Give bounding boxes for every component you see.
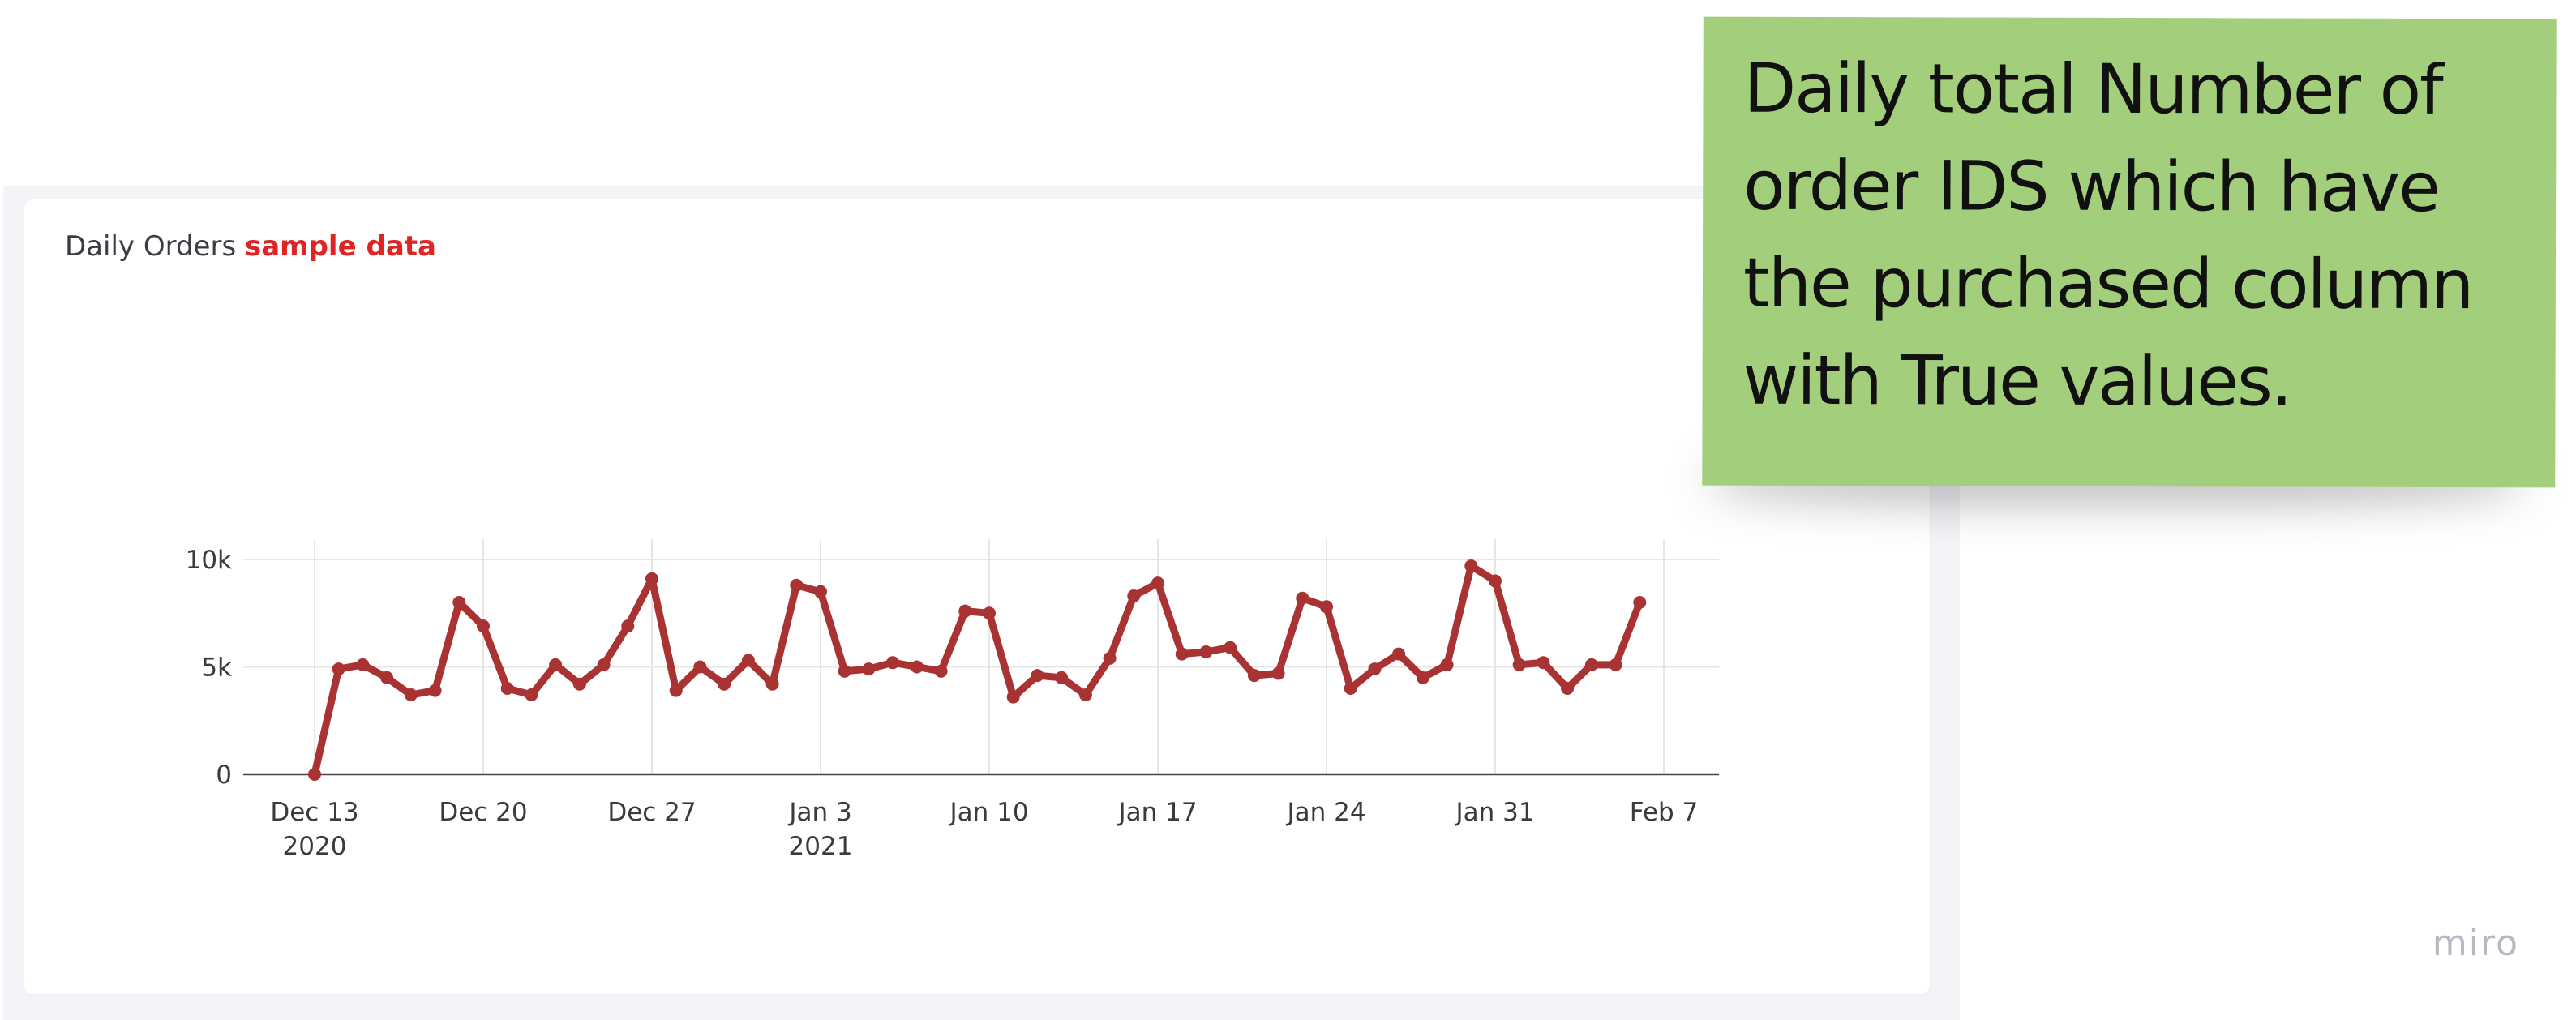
data-point [718, 677, 731, 691]
data-point [500, 682, 514, 695]
chart-card [24, 199, 1930, 994]
sticky-note[interactable]: Daily total Number of order IDS which ha… [1702, 16, 2557, 488]
data-point [1368, 662, 1382, 676]
x-tick-label: Jan 17 [1117, 798, 1197, 827]
data-point [1103, 651, 1117, 665]
data-point [404, 688, 418, 701]
data-point [572, 677, 586, 691]
data-point [308, 768, 321, 781]
data-point [910, 660, 924, 674]
x-tick-label: Dec 20 [439, 798, 527, 827]
data-point [1609, 658, 1622, 671]
y-tick-label: 0 [216, 761, 232, 790]
chart-title-text: Daily Orders [65, 230, 237, 263]
x-tick-label: Feb 7 [1630, 798, 1698, 827]
data-point [621, 619, 635, 633]
data-point [452, 596, 466, 609]
data-point [983, 606, 996, 620]
x-tick-label: Jan 24 [1285, 798, 1365, 827]
data-point [1175, 647, 1189, 661]
data-point [1224, 641, 1237, 654]
data-point [693, 660, 707, 674]
sticky-note-text: Daily total Number of order IDS which ha… [1742, 48, 2473, 422]
data-point [1151, 576, 1164, 590]
data-point [525, 688, 538, 701]
data-point [356, 658, 370, 671]
data-point [765, 677, 779, 691]
y-tick-label: 10k [186, 546, 232, 575]
data-point [1199, 645, 1213, 658]
x-tick-year-label: 2020 [283, 832, 347, 861]
data-point [645, 572, 658, 585]
data-point [1633, 596, 1647, 609]
data-point [1584, 658, 1598, 671]
x-tick-label: Jan 10 [948, 798, 1028, 827]
data-point [332, 662, 345, 676]
chart-title: Daily Orders sample data [65, 230, 436, 263]
x-tick-label: Jan 3 [787, 798, 851, 827]
data-point [958, 604, 972, 618]
data-point [1296, 591, 1309, 605]
series-line [311, 562, 1644, 778]
data-point [1344, 682, 1357, 695]
data-point [1247, 669, 1261, 683]
data-point [1537, 656, 1550, 670]
data-point [1489, 574, 1502, 588]
data-point [1006, 690, 1020, 704]
data-point [1055, 671, 1069, 684]
data-point [669, 684, 683, 697]
data-point [838, 664, 851, 678]
data-point [1078, 688, 1092, 701]
x-tick-label: Dec 27 [607, 798, 696, 827]
x-tick-label: Dec 13 [270, 798, 358, 827]
data-point [934, 664, 948, 678]
data-point [477, 619, 490, 633]
data-point [1127, 589, 1141, 602]
x-tick-year-label: 2021 [789, 832, 853, 861]
data-point [790, 578, 804, 592]
data-point [1392, 647, 1406, 661]
data-point [1271, 666, 1285, 680]
data-point [428, 684, 442, 697]
data-point [886, 656, 900, 670]
data-point [380, 671, 394, 684]
data-point [862, 662, 876, 676]
data-point [597, 658, 611, 671]
data-point [1512, 658, 1526, 671]
data-point [814, 585, 827, 598]
data-point [1031, 669, 1044, 683]
data-point [549, 658, 563, 671]
data-point [1416, 671, 1429, 684]
x-tick-label: Jan 31 [1454, 798, 1534, 827]
data-point [1464, 559, 1478, 572]
sample-data-tag: sample data [244, 230, 436, 263]
data-point [1320, 600, 1333, 614]
y-tick-label: 5k [201, 654, 232, 683]
data-point [741, 654, 755, 667]
data-point [1440, 658, 1454, 671]
miro-watermark: miro [2432, 923, 2519, 964]
data-point [1561, 682, 1575, 695]
